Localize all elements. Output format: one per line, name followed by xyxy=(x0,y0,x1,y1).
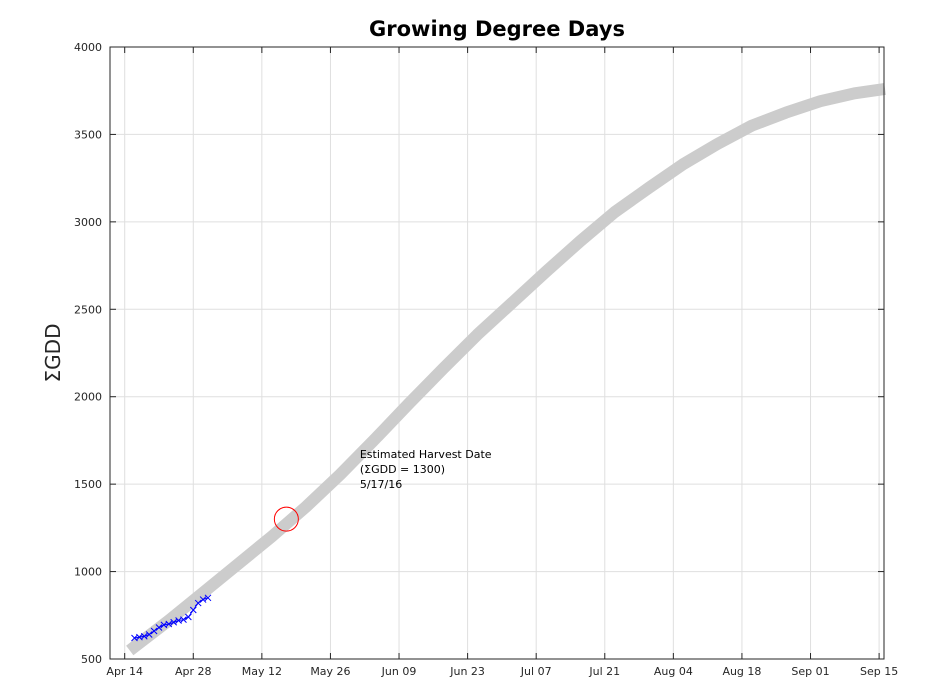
gdd-observed-point xyxy=(170,618,178,626)
y-tick-label: 3000 xyxy=(74,216,102,229)
x-tick-label: Jun 23 xyxy=(449,665,485,678)
y-tick-label: 4000 xyxy=(74,41,102,54)
axis-ticks: Apr 14 Apr 28 May 12 May 26 Jun 09 Jun 23 Jul … xyxy=(74,41,898,678)
x-tick-label: Sep 01 xyxy=(791,665,829,678)
gdd-observed-point xyxy=(165,620,173,628)
gdd-observed-line xyxy=(134,597,209,639)
series-gdd-observed xyxy=(131,594,212,642)
harvest-date-marker xyxy=(273,506,299,532)
x-tick-label: Apr 28 xyxy=(175,665,212,678)
gdd-observed-point xyxy=(140,632,148,640)
annotation-line-1: Estimated Harvest Date xyxy=(360,448,492,461)
y-tick-label: 1500 xyxy=(74,478,102,491)
y-axis-label: ΣGDD xyxy=(41,324,65,383)
x-tick-label: Aug 04 xyxy=(654,665,693,678)
annotation-line-3: 5/17/16 xyxy=(360,478,402,491)
plot-frame xyxy=(109,46,885,660)
y-tick-label: 2000 xyxy=(74,391,102,404)
x-tick-label: Jul 07 xyxy=(520,665,552,678)
x-tick-label: Sep 15 xyxy=(860,665,898,678)
gdd-observed-point xyxy=(204,594,212,602)
gdd-observed-point xyxy=(150,627,158,635)
series-gdd-projection xyxy=(126,83,886,656)
annotation-line-2: (ΣGDD = 1300) xyxy=(360,463,445,476)
annotation: Estimated Harvest Date (ΣGDD = 1300) 5/1… xyxy=(360,448,492,491)
x-tick-label: Apr 14 xyxy=(106,665,143,678)
x-tick-label: May 26 xyxy=(310,665,350,678)
y-tick-label: 1000 xyxy=(74,566,102,579)
x-tick-label: Jun 09 xyxy=(381,665,417,678)
y-tick-label: 500 xyxy=(81,653,102,666)
y-tick-label: 2500 xyxy=(74,303,102,316)
gdd-observed-point xyxy=(145,631,153,638)
gdd-projection-line xyxy=(126,83,886,656)
gdd-observed-point xyxy=(199,596,207,603)
x-tick-label: May 12 xyxy=(242,665,282,678)
gdd-observed-point xyxy=(185,613,192,621)
y-tick-label: 3500 xyxy=(74,128,102,141)
gdd-observed-point xyxy=(180,616,187,624)
gdd-observed-point xyxy=(155,624,163,631)
x-tick-label: Jul 21 xyxy=(588,665,620,678)
chart-title: Growing Degree Days xyxy=(369,17,625,41)
gdd-observed-point xyxy=(189,606,197,614)
gdd-observed-point xyxy=(194,599,202,607)
x-tick-label: Aug 18 xyxy=(722,665,761,678)
harvest-marker-layer xyxy=(273,506,299,532)
